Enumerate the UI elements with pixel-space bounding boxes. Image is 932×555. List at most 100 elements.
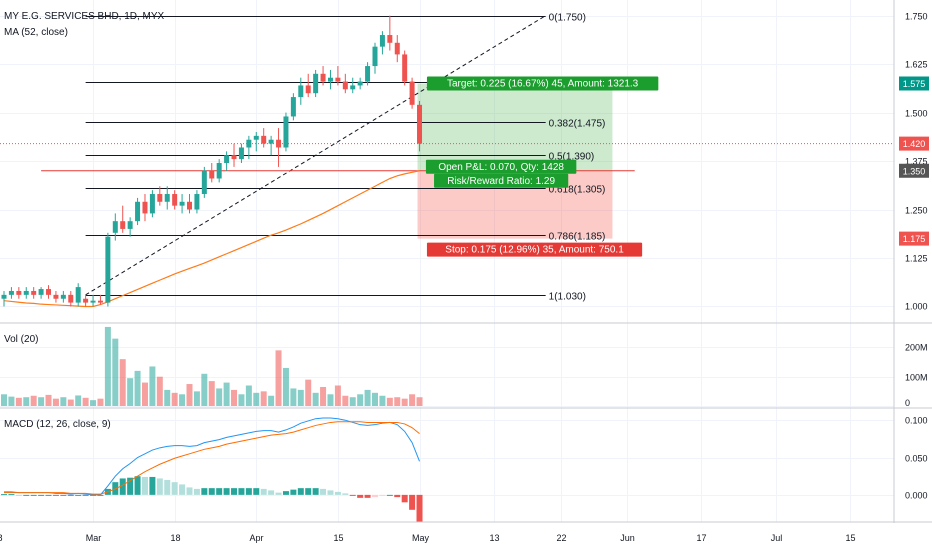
volume-bar bbox=[238, 394, 245, 406]
volume-bar bbox=[82, 397, 89, 406]
macd-histogram-bar bbox=[364, 494, 371, 498]
candle-body bbox=[149, 194, 155, 214]
macd-axis-label: 0.050 bbox=[905, 454, 928, 464]
fib-level-label: 1(1.030) bbox=[549, 292, 586, 303]
candle-body bbox=[224, 155, 230, 163]
volume-bar bbox=[379, 395, 386, 406]
price-badge-bg bbox=[899, 136, 929, 151]
fib-level-label: 0(1.750) bbox=[549, 13, 586, 24]
volume-bar bbox=[112, 338, 119, 406]
volume-bar bbox=[268, 395, 275, 406]
candle-body bbox=[75, 287, 81, 303]
volume-bar bbox=[97, 398, 104, 406]
candle-body bbox=[253, 135, 259, 140]
macd-histogram-bar bbox=[386, 494, 393, 496]
volume-bar bbox=[231, 389, 238, 406]
time-axis-label: 18 bbox=[170, 533, 180, 543]
volume-axis-label: 0 bbox=[905, 398, 910, 408]
macd-axis-label: 0.100 bbox=[905, 416, 928, 426]
candle-body bbox=[8, 290, 14, 295]
macd-histogram-bar bbox=[320, 488, 327, 495]
volume-bar bbox=[394, 397, 401, 406]
candle-body bbox=[172, 194, 178, 206]
volume-bar bbox=[164, 389, 171, 406]
candle-body bbox=[276, 139, 282, 148]
candle-body bbox=[335, 77, 341, 82]
macd-histogram-bar bbox=[327, 490, 334, 495]
volume-bar bbox=[416, 397, 423, 406]
macd-histogram-bar bbox=[149, 476, 156, 495]
fib-level-label: 0.786(1.185) bbox=[549, 232, 606, 243]
volume-bar bbox=[297, 389, 304, 406]
macd-histogram-bar bbox=[23, 494, 30, 496]
volume-bar bbox=[282, 367, 289, 406]
candle-body bbox=[216, 163, 222, 179]
candle-body bbox=[120, 221, 126, 229]
target-label: Target: 0.225 (16.67%) 45, Amount: 1321.… bbox=[426, 76, 659, 91]
macd-histogram-bar bbox=[334, 491, 341, 495]
time-axis-label: 13 bbox=[489, 533, 499, 543]
candle-body bbox=[402, 54, 408, 82]
candle-body bbox=[327, 77, 333, 82]
price-badge-text: 1.175 bbox=[903, 234, 926, 244]
price-axis-label: 1.125 bbox=[905, 254, 928, 264]
fib-level-label: 0.618(1.305) bbox=[549, 185, 606, 196]
candle-body bbox=[298, 85, 304, 98]
time-axis-label: Jun bbox=[620, 533, 635, 543]
volume-bar bbox=[179, 394, 186, 406]
price-axis-label: 1.625 bbox=[905, 60, 928, 70]
volume-bar bbox=[290, 388, 297, 406]
volume-bar bbox=[171, 392, 178, 406]
volume-bar bbox=[90, 400, 97, 406]
volume-bar bbox=[386, 397, 393, 406]
volume-bar bbox=[208, 381, 215, 406]
candle-body bbox=[209, 170, 215, 179]
candle-body bbox=[23, 290, 29, 295]
stop-label-bg bbox=[426, 242, 643, 257]
price-badge-bg bbox=[899, 76, 929, 91]
volume-bar bbox=[409, 394, 416, 406]
candle-body bbox=[157, 194, 163, 202]
candle-body bbox=[90, 300, 96, 303]
volume-bar bbox=[60, 397, 67, 406]
candle-body bbox=[105, 236, 111, 303]
candle-body bbox=[31, 290, 37, 295]
macd-histogram-bar bbox=[208, 488, 215, 495]
volume-axis-label: 200M bbox=[905, 343, 928, 353]
symbol-title: MY E.G. SERVICES BHD, 1D, MYX bbox=[4, 11, 165, 22]
time-axis-label: Apr bbox=[249, 533, 263, 543]
profit-zone bbox=[417, 83, 613, 171]
volume-bar bbox=[253, 392, 260, 406]
macd-histogram-bar bbox=[60, 494, 67, 496]
volume-bar bbox=[275, 350, 282, 406]
macd-histogram-bar bbox=[67, 494, 74, 496]
macd-histogram-bar bbox=[372, 494, 378, 498]
volume-bar bbox=[119, 359, 126, 406]
fib-level-label: 0.5(1.390) bbox=[549, 152, 595, 163]
volume-bar bbox=[401, 398, 408, 406]
risk-reward-label-text: Risk/Reward Ratio: 1.29 bbox=[447, 176, 555, 187]
volume-bar bbox=[30, 395, 37, 406]
macd-histogram-bar bbox=[179, 484, 186, 495]
volume-bar bbox=[245, 385, 252, 406]
macd-histogram-bar bbox=[193, 488, 200, 495]
stop-label-text: Stop: 0.175 (12.96%) 35, Amount: 750.1 bbox=[445, 245, 624, 256]
macd-histogram-bar bbox=[297, 488, 304, 495]
open-pnl-label-text: Open P&L: 0.070, Qty: 1428 bbox=[438, 162, 564, 173]
volume-bar bbox=[15, 397, 22, 406]
candle-body bbox=[194, 194, 200, 210]
volume-bar bbox=[186, 384, 193, 406]
series-layer bbox=[1, 15, 423, 523]
candle-body bbox=[417, 104, 423, 144]
volume-bar bbox=[1, 394, 7, 406]
risk-reward-label: Risk/Reward Ratio: 1.29 bbox=[434, 173, 569, 188]
volume-bar bbox=[327, 394, 334, 406]
volume-bar bbox=[364, 389, 371, 406]
volume-bar bbox=[216, 388, 223, 406]
macd-indicator-label: MACD (12, 26, close, 9) bbox=[4, 419, 111, 430]
macd-histogram-bar bbox=[38, 494, 45, 496]
price-axis-label: 1.000 bbox=[905, 302, 928, 312]
macd-histogram-bar bbox=[15, 494, 22, 496]
